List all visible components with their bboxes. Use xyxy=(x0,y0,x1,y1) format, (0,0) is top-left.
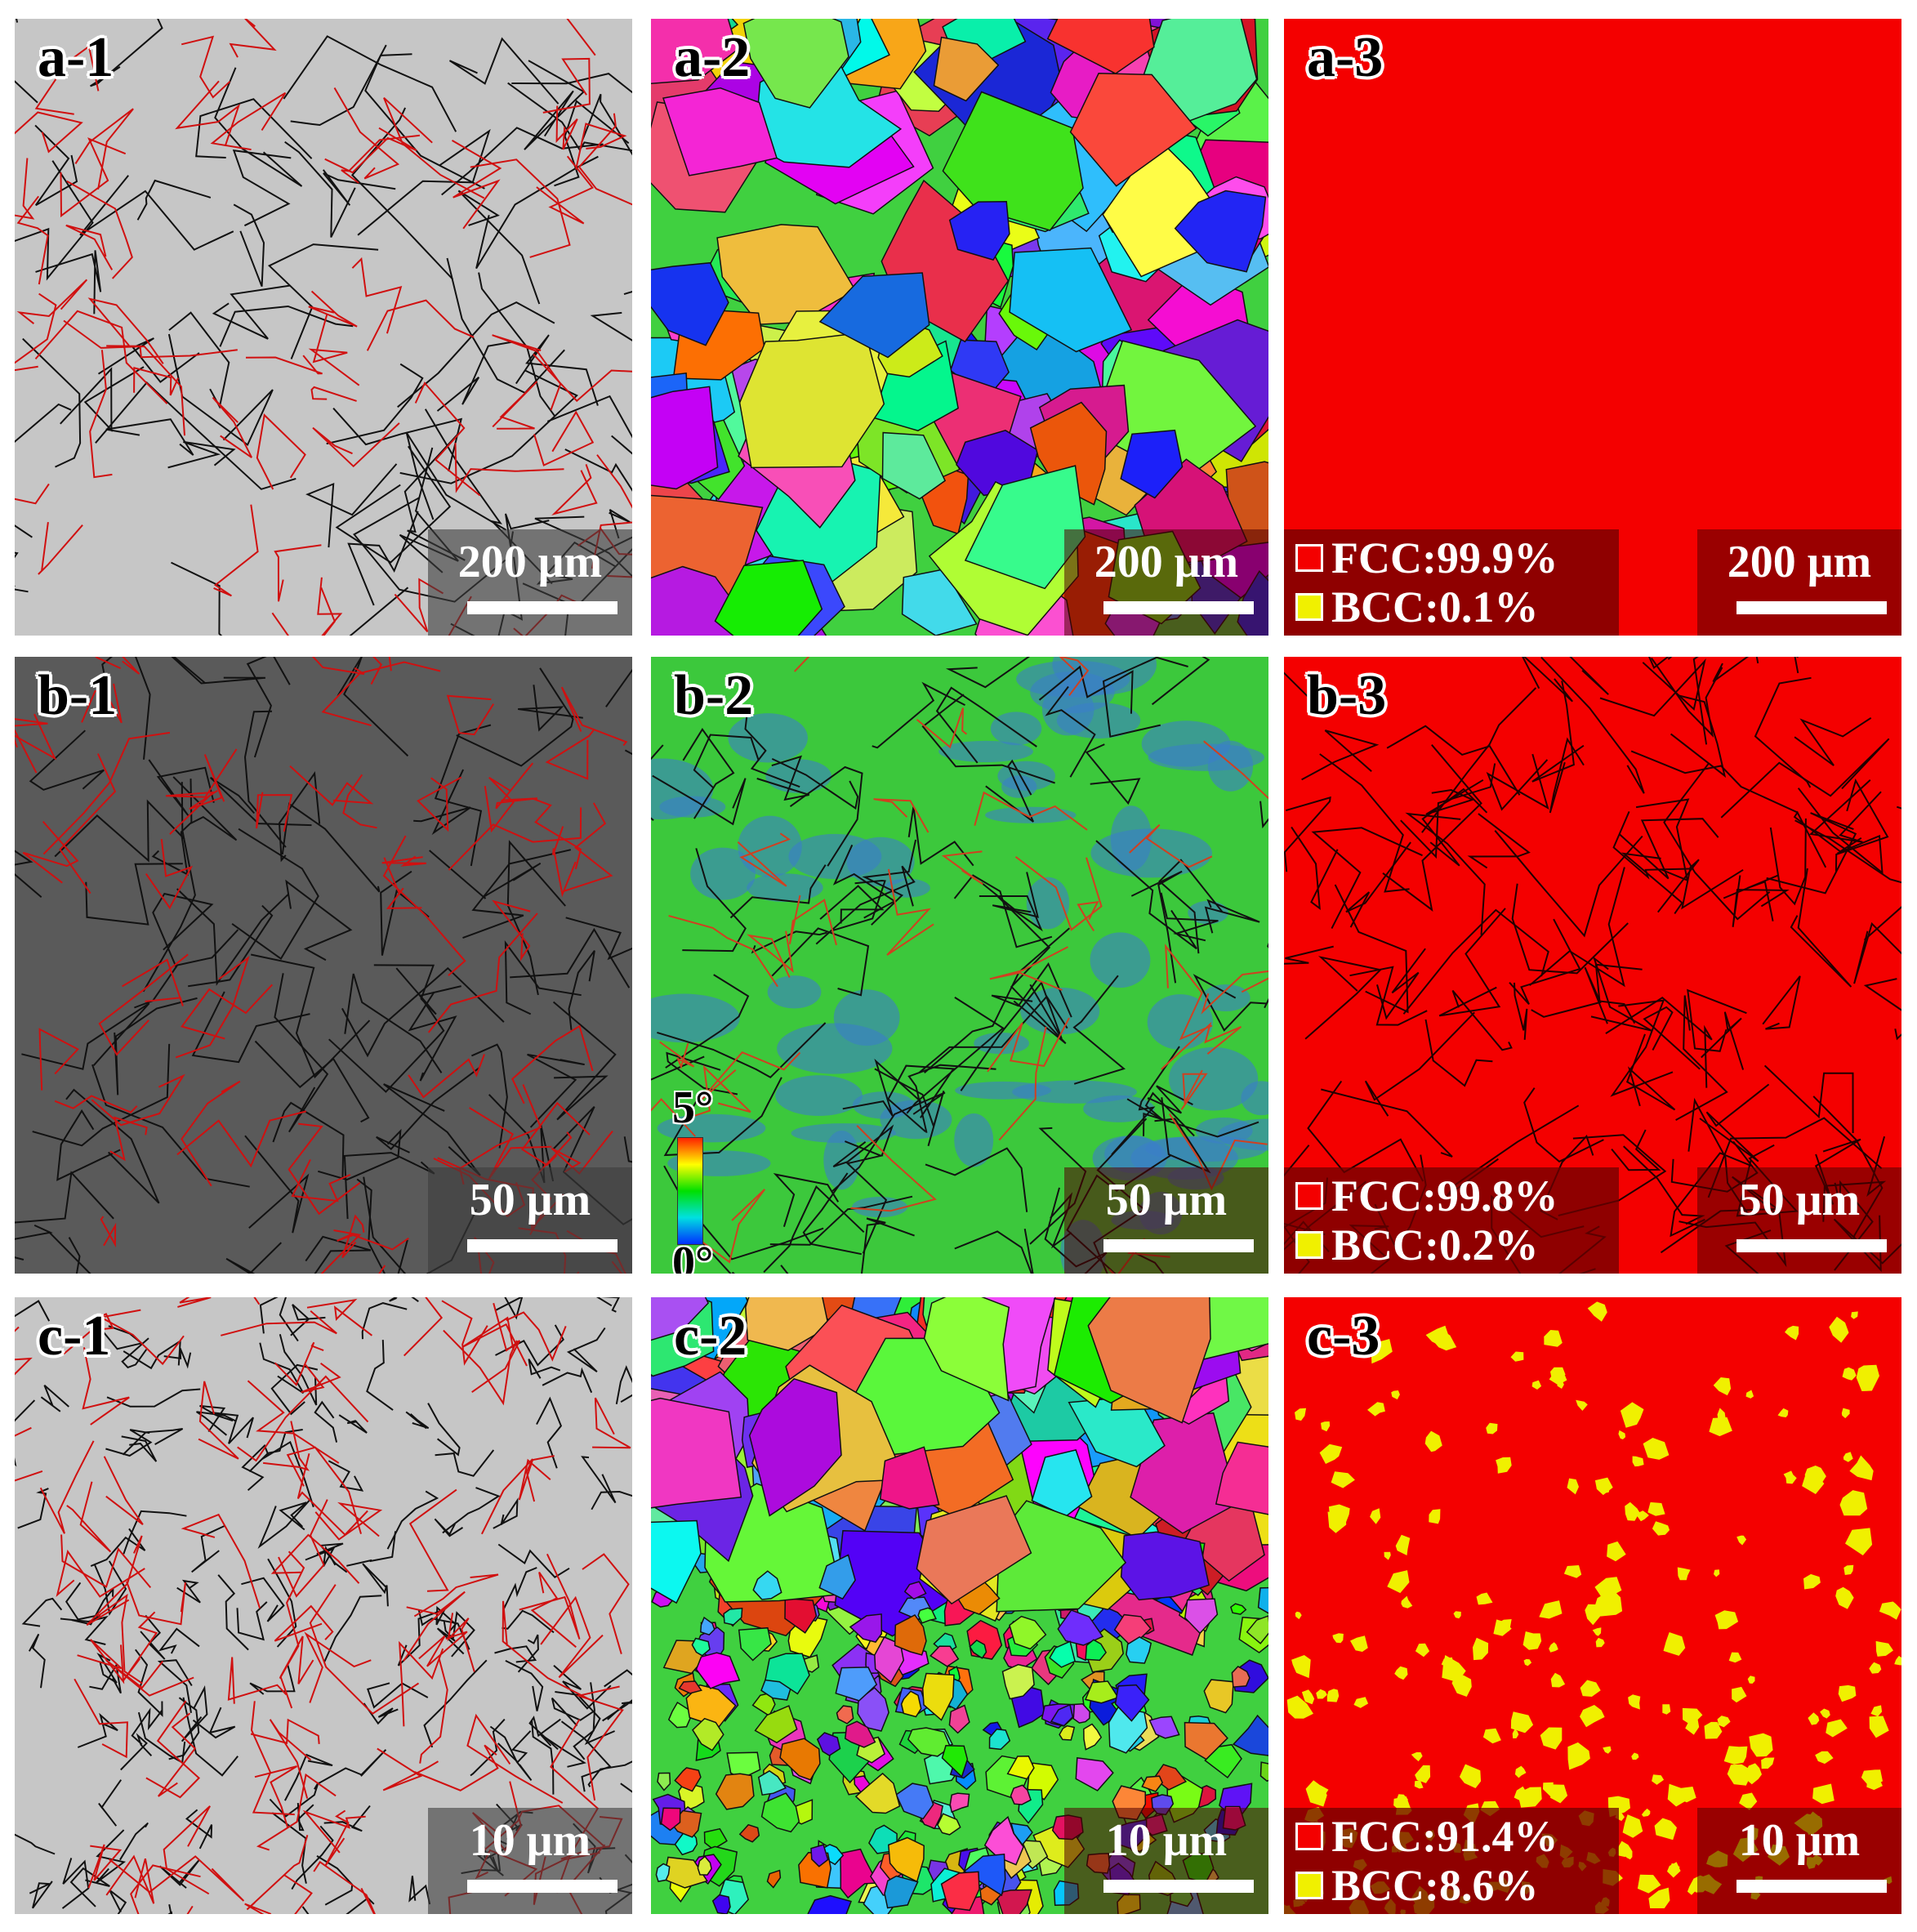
scale-bar-line xyxy=(467,1239,617,1252)
legend-text: BCC:0.1% xyxy=(1331,582,1539,631)
phase-legend: FCC:99.8% BCC:0.2% xyxy=(1284,1167,1619,1274)
scale-bar: 50 μm xyxy=(428,1167,632,1274)
panel-label: b-1 xyxy=(38,664,118,727)
scale-bar: 200 μm xyxy=(428,529,632,636)
micrograph-panel: b-3 50 μm FCC:99.8% BCC:0.2% xyxy=(1284,657,1901,1274)
micrograph-image xyxy=(651,19,1268,636)
scale-bar-line xyxy=(1103,601,1254,614)
legend-swatch xyxy=(1295,1231,1323,1259)
color-bar-max: 5° xyxy=(672,1082,714,1133)
legend-entry: BCC:8.6% xyxy=(1295,1860,1539,1911)
panel-label: a-1 xyxy=(38,26,114,89)
panel-label: b-2 xyxy=(674,664,754,727)
scale-bar-label: 50 μm xyxy=(1105,1175,1228,1225)
micrograph-panel: b-1 50 μm xyxy=(15,657,632,1274)
scale-bar: 200 μm xyxy=(1064,529,1268,636)
phase-legend: FCC:91.4% BCC:8.6% xyxy=(1284,1808,1619,1914)
panel-label: c-2 xyxy=(674,1305,747,1368)
scale-bar-line xyxy=(1736,1239,1887,1252)
scale-bar: 10 μm xyxy=(1064,1808,1268,1914)
scale-bar-label: 10 μm xyxy=(1105,1815,1228,1866)
scale-bar-label: 10 μm xyxy=(469,1815,591,1866)
micrograph-panel: c-1 10 μm xyxy=(15,1297,632,1914)
micrograph-image xyxy=(15,19,632,636)
legend-swatch xyxy=(1295,593,1323,621)
panel-label: c-3 xyxy=(1307,1305,1380,1368)
micrograph-panel: b-2 50 μm 5° 0° xyxy=(651,657,1268,1274)
micrograph-panel: a-1 200 μm xyxy=(15,19,632,636)
color-gradient xyxy=(677,1137,703,1245)
micrograph-panel: c-3 10 μm FCC:91.4% BCC:8.6% xyxy=(1284,1297,1901,1914)
scale-bar-line xyxy=(1103,1239,1254,1252)
micrograph-panel: a-2 200 μm xyxy=(651,19,1268,636)
scale-bar: 10 μm xyxy=(1697,1808,1901,1914)
scale-bar: 50 μm xyxy=(1697,1167,1901,1274)
color-bar-min: 0° xyxy=(672,1238,714,1274)
panel-label: c-1 xyxy=(38,1305,111,1368)
panel-label: a-3 xyxy=(1307,26,1384,89)
legend-text: BCC:0.2% xyxy=(1331,1220,1539,1269)
legend-text: FCC:91.4% xyxy=(1331,1812,1558,1861)
legend-text: FCC:99.9% xyxy=(1331,533,1558,582)
phase-legend: FCC:99.9% BCC:0.1% xyxy=(1284,529,1619,636)
micrograph-panel: a-3 200 μm FCC:99.9% BCC:0.1% xyxy=(1284,19,1901,636)
legend-swatch xyxy=(1295,1823,1323,1850)
legend-text: FCC:99.8% xyxy=(1331,1171,1558,1220)
scale-bar-label: 200 μm xyxy=(1727,537,1872,587)
scale-bar: 200 μm xyxy=(1697,529,1901,636)
scale-bar: 50 μm xyxy=(1064,1167,1268,1274)
legend-entry: FCC:99.9% xyxy=(1295,533,1558,583)
panel-label: a-2 xyxy=(674,26,751,89)
color-bar: 5° 0° xyxy=(672,1082,721,1274)
micrograph-image xyxy=(651,1297,1268,1914)
legend-entry: FCC:91.4% xyxy=(1295,1811,1558,1862)
micrograph-panel: c-2 10 μm xyxy=(651,1297,1268,1914)
scale-bar-line xyxy=(467,1880,617,1893)
scale-bar-line xyxy=(467,601,617,614)
scale-bar-line xyxy=(1103,1880,1254,1893)
legend-swatch xyxy=(1295,544,1323,572)
legend-entry: BCC:0.1% xyxy=(1295,582,1539,632)
scale-bar-line xyxy=(1736,1880,1887,1893)
legend-entry: BCC:0.2% xyxy=(1295,1220,1539,1270)
scale-bar-line xyxy=(1736,601,1887,614)
scale-bar-label: 200 μm xyxy=(1094,537,1239,587)
legend-entry: FCC:99.8% xyxy=(1295,1171,1558,1221)
scale-bar: 10 μm xyxy=(428,1808,632,1914)
legend-swatch xyxy=(1295,1182,1323,1210)
scale-bar-label: 200 μm xyxy=(457,537,603,587)
legend-swatch xyxy=(1295,1872,1323,1899)
panel-label: b-3 xyxy=(1307,664,1387,727)
legend-text: BCC:8.6% xyxy=(1331,1861,1539,1910)
scale-bar-label: 10 μm xyxy=(1738,1815,1861,1866)
scale-bar-label: 50 μm xyxy=(469,1175,591,1225)
scale-bar-label: 50 μm xyxy=(1738,1175,1861,1225)
